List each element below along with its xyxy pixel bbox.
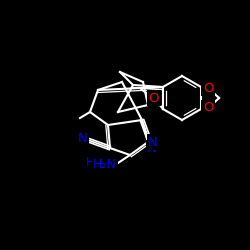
Text: H₂N: H₂N [93, 158, 117, 172]
Text: N: N [148, 136, 158, 148]
Text: O: O [203, 101, 213, 114]
Text: O: O [149, 92, 159, 104]
Text: O: O [203, 82, 213, 95]
Text: H₂N: H₂N [86, 156, 108, 170]
Text: N: N [78, 132, 88, 144]
Text: N: N [147, 142, 157, 154]
